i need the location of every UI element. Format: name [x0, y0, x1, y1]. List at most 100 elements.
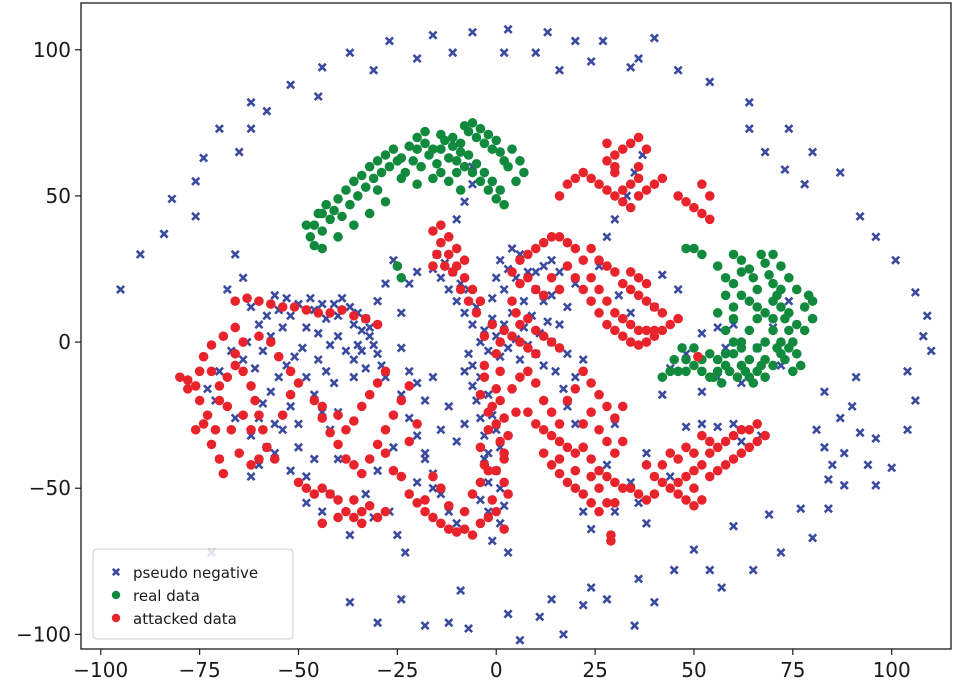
data-point-real-data: [384, 161, 395, 172]
data-point-real-data: [681, 354, 691, 365]
data-point-attacked-data: [503, 489, 513, 499]
data-point-pseudo-negative: [503, 548, 513, 558]
data-point-real-data: [447, 132, 458, 143]
data-point-attacked-data: [467, 530, 478, 540]
data-point-attacked-data: [317, 483, 328, 494]
data-point-real-data: [455, 138, 466, 149]
data-point-pseudo-negative: [444, 401, 454, 411]
data-point-real-data: [752, 343, 763, 353]
data-point-pseudo-negative: [855, 428, 865, 438]
data-point-attacked-data: [562, 237, 573, 248]
data-point-pseudo-negative: [388, 442, 398, 452]
data-point-attacked-data: [412, 419, 422, 429]
data-point-attacked-data: [479, 372, 490, 382]
data-point-pseudo-negative: [345, 302, 355, 312]
data-point-real-data: [776, 302, 786, 312]
data-point-real-data: [372, 156, 383, 166]
data-point-attacked-data: [633, 340, 644, 350]
data-point-pseudo-negative: [503, 609, 513, 619]
data-point-pseudo-negative: [396, 308, 406, 318]
data-point-attacked-data: [266, 337, 276, 347]
data-point-attacked-data: [617, 185, 628, 195]
data-point-real-data: [416, 161, 426, 172]
data-point-attacked-data: [562, 179, 573, 190]
data-point-real-data: [764, 270, 774, 280]
data-point-attacked-data: [182, 384, 193, 394]
data-point-attacked-data: [570, 483, 581, 494]
data-point-pseudo-negative: [669, 565, 679, 575]
data-point-attacked-data: [586, 243, 596, 254]
data-point-attacked-data: [649, 331, 660, 342]
data-point-real-data: [479, 167, 490, 178]
data-point-real-data: [519, 167, 529, 178]
data-point-real-data: [776, 284, 786, 295]
data-point-attacked-data: [459, 272, 470, 283]
data-point-pseudo-negative: [673, 284, 683, 294]
data-point-pseudo-negative: [191, 176, 201, 186]
data-point-real-data: [511, 176, 521, 187]
data-point-real-data: [807, 313, 818, 324]
data-point-pseudo-negative: [539, 360, 549, 370]
data-point-attacked-data: [356, 468, 367, 479]
data-point-pseudo-negative: [345, 48, 355, 58]
data-point-attacked-data: [459, 524, 470, 534]
data-point-pseudo-negative: [286, 80, 296, 90]
data-point-real-data: [420, 138, 430, 149]
data-point-pseudo-negative: [744, 97, 754, 107]
data-point-attacked-data: [475, 477, 486, 488]
data-point-attacked-data: [625, 202, 636, 213]
data-point-pseudo-negative: [254, 320, 264, 330]
data-point-attacked-data: [649, 302, 660, 312]
data-point-pseudo-negative: [420, 621, 430, 631]
data-point-real-data: [349, 220, 359, 230]
data-point-pseudo-negative: [282, 293, 292, 303]
data-point-pseudo-negative: [444, 284, 454, 294]
data-point-pseudo-negative: [357, 325, 367, 335]
data-point-pseudo-negative: [562, 302, 572, 312]
data-point-real-data: [463, 126, 474, 137]
data-point-real-data: [689, 360, 699, 371]
data-point-attacked-data: [495, 337, 505, 347]
data-point-pseudo-negative: [297, 343, 307, 353]
data-point-pseudo-negative: [341, 346, 351, 356]
data-point-pseudo-negative: [717, 583, 727, 593]
data-point-pseudo-negative: [270, 419, 280, 429]
data-point-pseudo-negative: [487, 536, 497, 546]
data-point-attacked-data: [499, 524, 509, 534]
data-point-attacked-data: [388, 410, 399, 420]
data-point-pseudo-negative: [349, 372, 359, 382]
data-point-real-data: [720, 325, 731, 336]
data-point-attacked-data: [689, 500, 699, 511]
data-point-pseudo-negative: [262, 311, 272, 321]
data-point-attacked-data: [511, 407, 521, 418]
data-point-attacked-data: [736, 448, 747, 458]
data-point-attacked-data: [230, 296, 241, 306]
data-point-attacked-data: [230, 348, 241, 359]
legend-label-pseudo-negative: pseudo negative: [133, 564, 258, 582]
data-point-real-data: [301, 220, 312, 230]
data-point-real-data: [681, 243, 691, 254]
data-point-attacked-data: [594, 389, 604, 400]
data-point-attacked-data: [728, 430, 739, 441]
data-point-pseudo-negative: [317, 62, 327, 72]
data-point-pseudo-negative: [467, 179, 478, 189]
data-point-attacked-data: [697, 179, 707, 190]
data-point-attacked-data: [641, 185, 652, 195]
x-tick-label: 100: [873, 658, 911, 682]
data-point-attacked-data: [641, 144, 652, 154]
data-point-real-data: [436, 129, 446, 140]
data-point-attacked-data: [712, 465, 723, 476]
data-point-attacked-data: [546, 430, 557, 441]
data-point-pseudo-negative: [313, 328, 323, 338]
data-point-pseudo-negative: [918, 331, 928, 341]
data-point-pseudo-negative: [317, 299, 327, 309]
data-point-attacked-data: [254, 331, 264, 342]
data-point-pseudo-negative: [412, 431, 422, 441]
data-point-attacked-data: [364, 500, 375, 511]
data-point-pseudo-negative: [234, 147, 244, 157]
data-point-pseudo-negative: [373, 349, 383, 359]
data-point-attacked-data: [594, 284, 604, 295]
data-point-attacked-data: [586, 498, 596, 508]
data-point-pseudo-negative: [891, 255, 901, 265]
data-point-pseudo-negative: [839, 448, 849, 458]
